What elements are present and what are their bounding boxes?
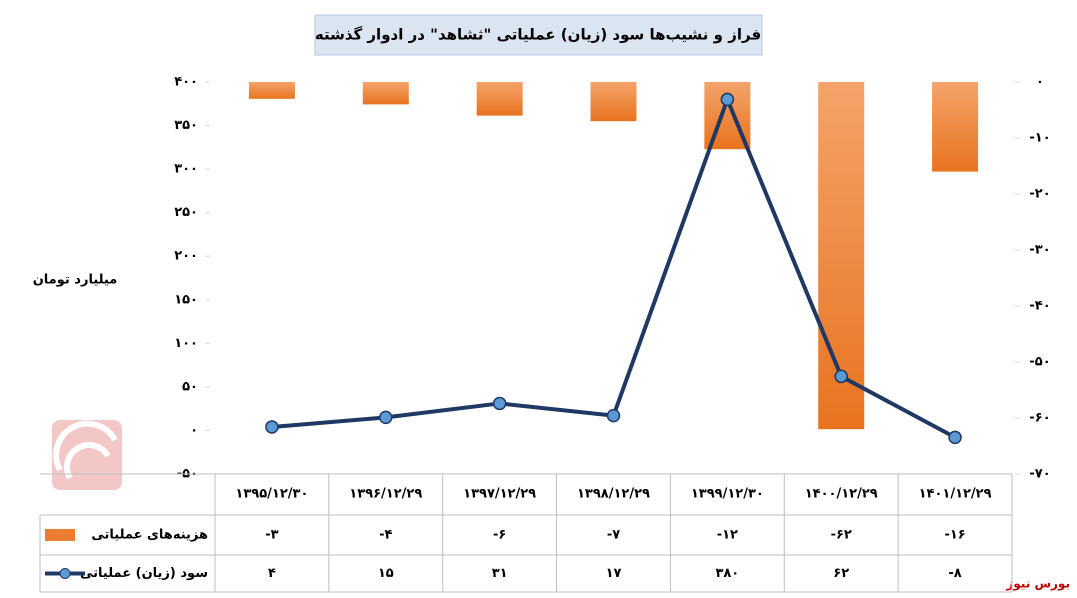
value-label: -۳ — [265, 528, 278, 543]
x-tick-label: ۱۳۹۸/۱۲/۲۹ — [577, 487, 650, 502]
legend-label: هزینه‌های عملیاتی — [91, 528, 208, 543]
value-label: ۴ — [268, 566, 276, 581]
x-tick-label: ۱۳۹۹/۱۲/۳۰ — [691, 487, 764, 502]
y2-tick-label: -۳۰ — [1029, 243, 1050, 258]
marker — [492, 396, 507, 411]
legend-label: سود (زیان) عملیاتی — [80, 566, 208, 581]
y2-tick-label: -۴۰ — [1029, 299, 1050, 314]
marker — [265, 420, 279, 434]
x-tick-label: ۱۳۹۷/۱۲/۲۹ — [463, 487, 536, 502]
marker — [948, 430, 962, 445]
y-tick-label: ۴۰۰ — [174, 75, 198, 90]
y-tick-label: ۰ — [190, 423, 198, 438]
y-tick-label: ۱۵۰ — [174, 292, 198, 307]
y-tick-label: ۲۵۰ — [174, 205, 198, 220]
value-label: -۶ — [493, 528, 506, 543]
x-tick-label: ۱۴۰۱/۱۲/۲۹ — [919, 487, 992, 502]
marker — [720, 92, 735, 107]
value-label: -۸ — [948, 566, 961, 581]
y2-tick-label: -۷۰ — [1029, 467, 1050, 482]
y-tick-label: ۵۰ — [182, 379, 198, 394]
y-tick-label: ۲۰۰ — [174, 249, 198, 264]
y2-tick-label: -۵۰ — [1029, 355, 1050, 370]
value-label: ۳۱ — [492, 566, 508, 581]
marker — [379, 410, 393, 425]
bar — [476, 82, 523, 116]
title-box — [314, 14, 763, 56]
marker — [834, 369, 848, 384]
y2-tick-label: ۰ — [1036, 75, 1044, 90]
y-tick-label: ۱۰۰ — [174, 336, 198, 351]
value-label: ۱۵ — [378, 566, 394, 581]
x-tick-label: ۱۳۹۶/۱۲/۲۹ — [349, 487, 422, 502]
legend-swatch — [45, 529, 75, 541]
value-label: ۳۸۰ — [715, 566, 739, 581]
y2-tick-label: -۶۰ — [1029, 411, 1050, 426]
value-label: -۷ — [607, 528, 620, 543]
value-label: -۱۲ — [717, 528, 738, 543]
source: بورس نیوز — [1005, 577, 1070, 592]
x-tick-label: ۱۳۹۵/۱۲/۳۰ — [235, 487, 308, 502]
y2-tick-label: -۲۰ — [1029, 187, 1050, 202]
y-tick-label: ۳۰۰ — [174, 162, 198, 177]
value-label: ۶۲ — [833, 566, 849, 581]
value-label: ۱۷ — [606, 566, 622, 581]
watermark-logo — [52, 420, 122, 490]
marker — [606, 408, 621, 423]
value-label: -۱۶ — [944, 528, 965, 543]
chart-title: فراز و نشیب‌ها سود (زیان) عملیاتی "ثشاهد… — [315, 26, 761, 44]
y2-tick-label: -۱۰ — [1029, 131, 1050, 146]
x-tick-label: ۱۴۰۰/۱۲/۲۹ — [805, 487, 878, 502]
y-axis-label: میلیارد تومان — [33, 273, 118, 288]
bar — [248, 82, 295, 99]
legend-swatch — [59, 568, 71, 579]
bar — [362, 82, 409, 105]
value-label: -۴ — [379, 528, 392, 543]
bar — [932, 82, 979, 172]
value-label: -۶۲ — [831, 528, 852, 543]
bar — [590, 82, 637, 122]
y-tick-label: ۳۵۰ — [174, 118, 198, 133]
